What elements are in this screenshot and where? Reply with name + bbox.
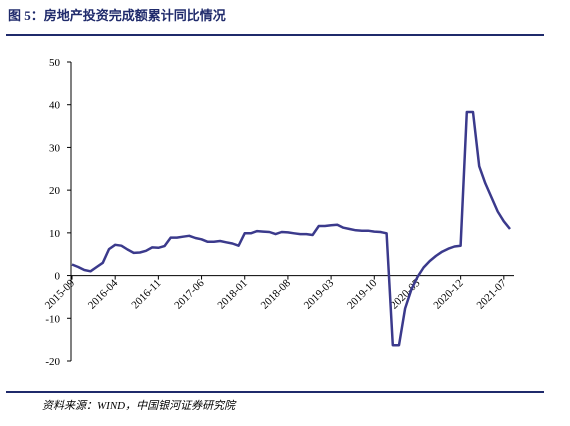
y-tick-label: 20	[49, 185, 61, 197]
x-tick-label: 2019-10	[345, 277, 380, 312]
y-tick-label: -10	[45, 313, 60, 325]
y-tick-label: 0	[55, 271, 61, 283]
x-tick-label: 2016-04	[86, 277, 121, 312]
y-tick-label: 40	[49, 100, 61, 112]
x-tick-label: 2019-03	[302, 277, 337, 312]
x-tick-label: 2017-06	[172, 277, 207, 312]
y-tick-label: 50	[49, 57, 61, 69]
y-tick-label: 10	[49, 228, 61, 240]
x-tick-label: 2018-01	[215, 277, 249, 311]
x-tick-label: 2016-11	[129, 277, 163, 311]
x-tick-label: 2021-07	[475, 277, 510, 312]
y-tick-label: 30	[49, 142, 61, 154]
source-note: 资料来源：WIND，中国银河证券研究院	[42, 399, 237, 412]
x-tick-label: 2015-09	[43, 277, 78, 312]
data-line	[71, 110, 511, 347]
y-tick-label: -20	[45, 356, 60, 368]
x-tick-label: 2020-12	[431, 277, 465, 311]
x-tick-label: 2018-08	[259, 277, 294, 312]
chart-title: 图 5：房地产投资完成额累计同比情况	[8, 8, 226, 23]
